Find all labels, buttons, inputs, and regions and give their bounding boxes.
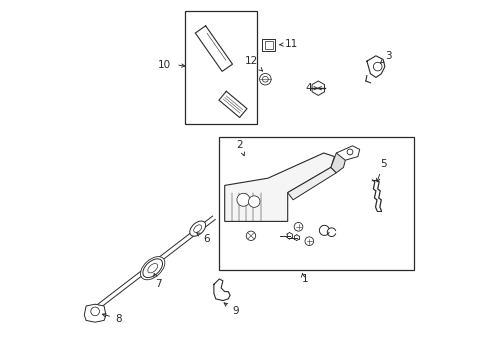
Text: 7: 7 [154, 274, 162, 289]
Circle shape [262, 76, 268, 82]
Ellipse shape [142, 259, 162, 278]
Text: 11: 11 [279, 39, 298, 49]
Text: 9: 9 [224, 303, 238, 316]
Ellipse shape [189, 221, 205, 236]
Text: 3: 3 [380, 51, 391, 63]
Circle shape [237, 193, 249, 206]
Text: 1: 1 [302, 274, 308, 284]
Polygon shape [330, 153, 345, 173]
Text: 2: 2 [236, 140, 244, 156]
Ellipse shape [147, 264, 157, 273]
Polygon shape [336, 146, 359, 160]
Bar [264, 41, 273, 49]
Text: 12: 12 [244, 56, 262, 71]
Bar [262, 39, 275, 51]
Text: 4: 4 [305, 83, 311, 93]
Bar [185, 11, 257, 124]
Text: 10: 10 [157, 60, 170, 70]
Circle shape [294, 222, 302, 231]
Ellipse shape [193, 225, 201, 233]
Circle shape [91, 307, 99, 316]
Text: 8: 8 [102, 314, 122, 324]
Circle shape [373, 62, 381, 71]
Circle shape [259, 73, 270, 85]
Polygon shape [287, 167, 336, 200]
Text: 6: 6 [196, 233, 209, 244]
Polygon shape [84, 304, 106, 322]
Circle shape [305, 237, 313, 246]
Polygon shape [224, 153, 334, 221]
Circle shape [346, 149, 352, 155]
Bar [219, 137, 413, 270]
Circle shape [246, 231, 255, 240]
Ellipse shape [140, 257, 164, 280]
Circle shape [248, 196, 260, 207]
Text: 5: 5 [376, 159, 386, 182]
